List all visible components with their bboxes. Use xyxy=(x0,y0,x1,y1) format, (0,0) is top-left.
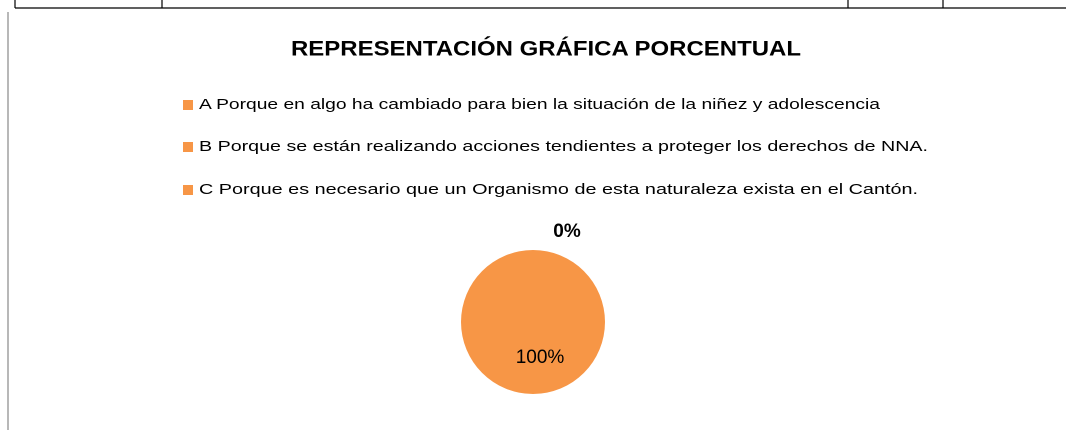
legend-label: B Porque se están realizando acciones te… xyxy=(199,138,928,155)
table-frame xyxy=(7,0,1066,430)
legend-swatch xyxy=(183,185,193,195)
legend-swatch xyxy=(183,100,193,110)
data-label: 0% xyxy=(553,221,581,242)
data-label: 100% xyxy=(516,347,565,368)
legend-label: C Porque es necesario que un Organismo d… xyxy=(199,181,918,198)
pie-slice xyxy=(461,250,605,394)
legend-swatch xyxy=(183,142,193,152)
legend-label: A Porque en algo ha cambiado para bien l… xyxy=(199,96,881,113)
chart-title: REPRESENTACIÓN GRÁFICA PORCENTUAL xyxy=(291,37,801,61)
